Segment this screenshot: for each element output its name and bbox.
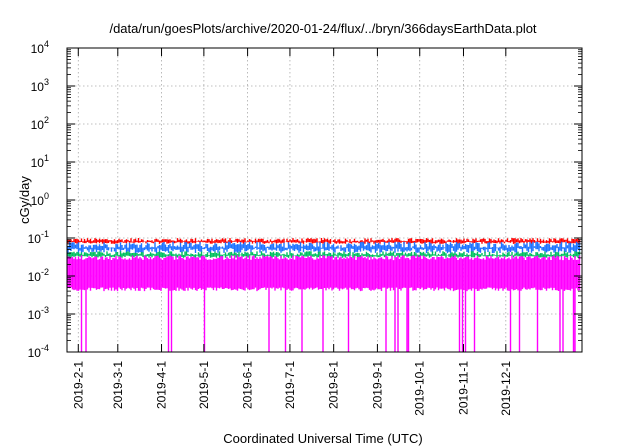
y-axis-label: cGy/day <box>17 176 32 224</box>
data-layer <box>67 238 581 352</box>
series-2 <box>67 251 581 258</box>
series-0 <box>67 238 581 244</box>
x-tick-label: 2019-5-1 <box>197 361 211 409</box>
y-tick-label: 100 <box>31 191 49 208</box>
y-tick-label: 101 <box>31 153 49 170</box>
x-tick-label: 2019-7-1 <box>283 361 297 409</box>
x-tick-label: 2019-3-1 <box>111 361 125 409</box>
plot-frame <box>66 47 583 353</box>
chart-title: /data/run/goesPlots/archive/2020-01-24/f… <box>109 21 536 36</box>
x-tick-label: 2019-12-1 <box>499 361 513 416</box>
grid <box>67 48 582 352</box>
x-tick-label: 2019-11-1 <box>456 361 470 415</box>
x-tick-label: 2019-8-1 <box>327 361 341 409</box>
y-tick-label: 10-1 <box>28 229 49 246</box>
x-tick-label: 2019-6-1 <box>241 361 255 409</box>
series-1 <box>67 241 581 254</box>
y-tick-label: 104 <box>31 39 49 56</box>
y-tick-label: 102 <box>31 115 49 132</box>
x-axis-label: Coordinated Universal Time (UTC) <box>223 431 422 446</box>
y-tick-label: 10-3 <box>28 305 49 322</box>
x-tick-label: 2019-4-1 <box>155 361 169 409</box>
y-tick-label: 10-4 <box>28 343 49 360</box>
y-tick-label: 103 <box>31 77 49 94</box>
y-tick-label: 10-2 <box>28 267 49 284</box>
series-3 <box>67 255 581 352</box>
x-tick-label: 2019-9-1 <box>370 361 384 409</box>
x-tick-label: 2019-10-1 <box>413 361 427 416</box>
axes: 10-4 10-3 10-2 10-1 100 101 102 103 104 2019-2-1 2… <box>28 39 583 416</box>
x-tick-label: 2019-2-1 <box>71 361 85 409</box>
